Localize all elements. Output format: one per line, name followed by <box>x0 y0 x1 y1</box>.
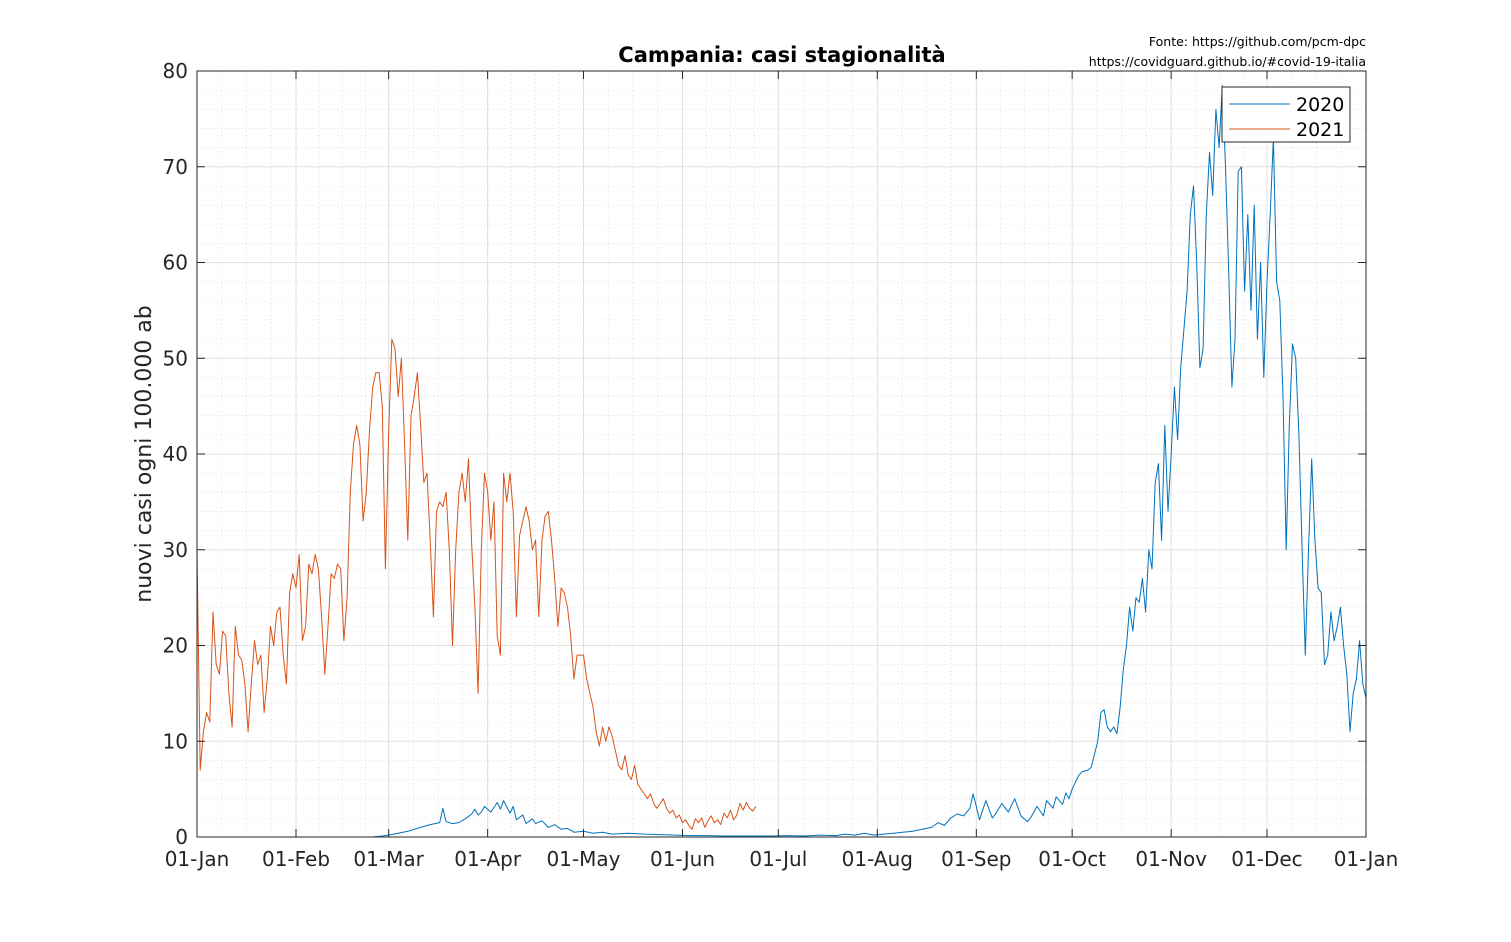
series-line-2021 <box>197 338 757 830</box>
y-tick-label: 20 <box>163 634 188 658</box>
y-tick-label: 10 <box>163 729 188 753</box>
x-tick-label: 01-Oct <box>1038 847 1106 871</box>
chart-title: Campania: casi stagionalità <box>618 43 945 67</box>
x-tick-label: 01-Aug <box>842 847 913 871</box>
x-tick-label: 01-Feb <box>262 847 330 871</box>
y-tick-label: 30 <box>163 538 188 562</box>
series-line-2020 <box>372 84 1366 837</box>
source-credit-line-2: https://covidguard.github.io/#covid-19-i… <box>1089 54 1366 69</box>
x-tick-label: 01-Dec <box>1231 847 1302 871</box>
source-credit-line-1: Fonte: https://github.com/pcm-dpc <box>1149 34 1366 49</box>
y-tick-label: 50 <box>163 346 188 370</box>
y-tick-label: 70 <box>163 155 188 179</box>
x-tick-label: 01-Jan <box>1334 847 1399 871</box>
x-tick-label: 01-Jun <box>650 847 715 871</box>
x-tick-label: 01-Jan <box>165 847 230 871</box>
x-tick-label: 01-May <box>546 847 620 871</box>
y-tick-label: 60 <box>163 251 188 275</box>
plot-series <box>197 84 1366 837</box>
axis-ticks: 0 10 20 30 40 50 60 70 80 01-Jan 01-Feb 01-Mar 01-Ap… <box>163 59 1399 871</box>
y-tick-label: 80 <box>163 59 188 83</box>
x-tick-label: 01-Mar <box>353 847 424 871</box>
legend-label-2021: 2021 <box>1296 119 1344 141</box>
legend: 2020 2021 <box>1221 86 1351 143</box>
x-tick-label: 01-Jul <box>749 847 807 871</box>
x-tick-label: 01-Sep <box>941 847 1011 871</box>
grid <box>196 70 1367 838</box>
y-axis-label: nuovi casi ogni 100.000 ab <box>132 305 157 603</box>
x-tick-label: 01-Nov <box>1135 847 1207 871</box>
y-tick-label: 0 <box>175 825 188 849</box>
legend-box <box>1221 86 1351 143</box>
x-tick-label: 01-Apr <box>454 847 522 871</box>
y-tick-label: 40 <box>163 442 188 466</box>
legend-label-2020: 2020 <box>1296 94 1344 116</box>
